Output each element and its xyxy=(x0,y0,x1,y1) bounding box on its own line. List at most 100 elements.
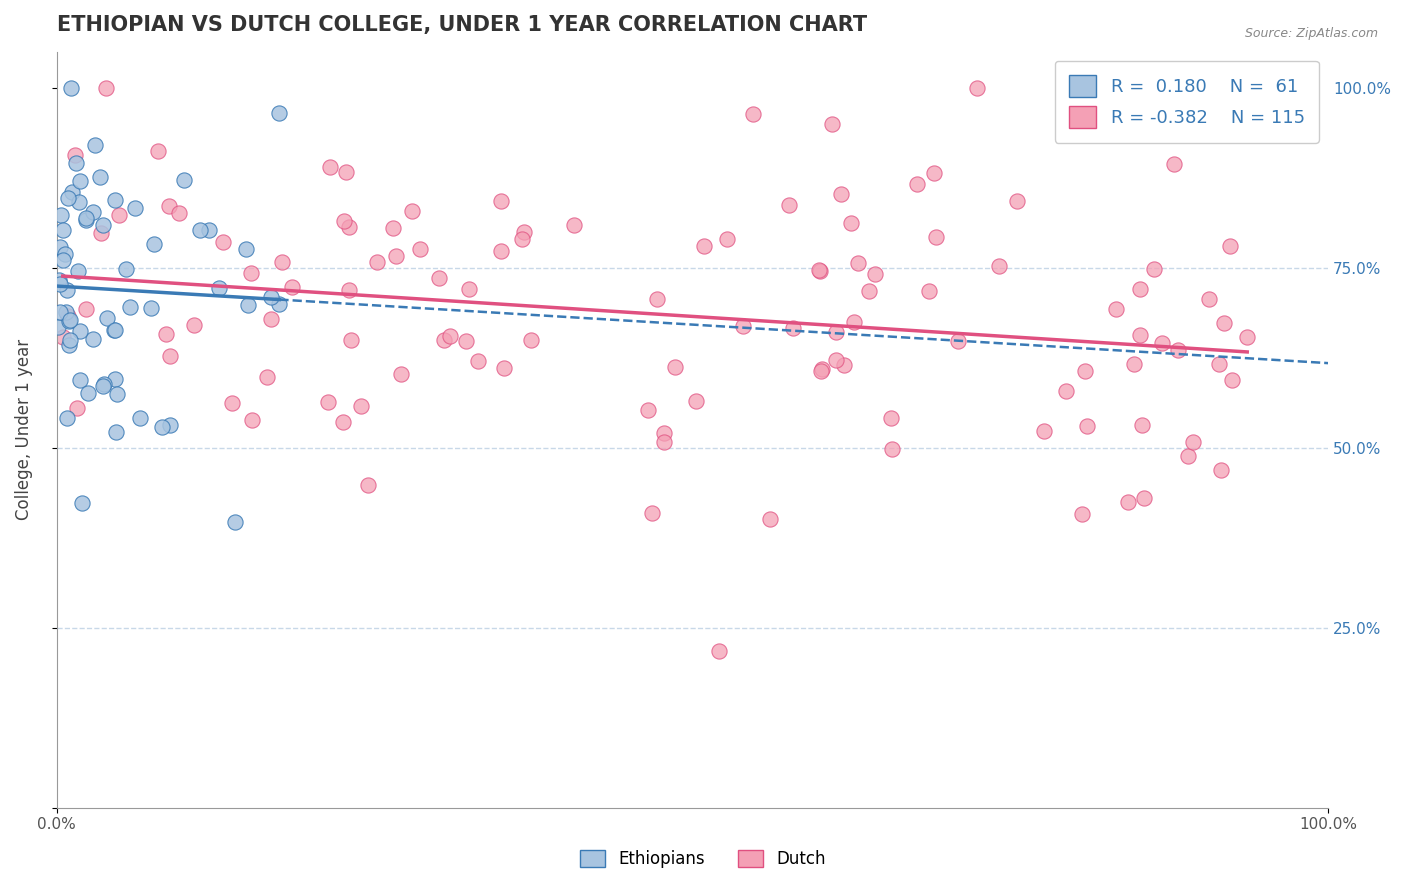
Point xyxy=(858,284,880,298)
Point xyxy=(107,208,129,222)
Point xyxy=(48,305,70,319)
Point xyxy=(489,194,512,209)
Point xyxy=(159,418,181,433)
Point xyxy=(337,220,360,235)
Point xyxy=(281,280,304,294)
Point xyxy=(221,396,243,410)
Point xyxy=(55,305,77,319)
Point xyxy=(104,193,127,207)
Point xyxy=(211,235,233,249)
Point xyxy=(693,239,716,253)
Point xyxy=(96,310,118,325)
Point xyxy=(75,213,97,227)
Point xyxy=(198,223,221,237)
Point xyxy=(922,166,945,180)
Point xyxy=(759,512,782,526)
Point xyxy=(56,283,79,297)
Point xyxy=(640,506,662,520)
Point xyxy=(439,328,461,343)
Point xyxy=(65,147,87,161)
Point xyxy=(389,368,412,382)
Point xyxy=(825,325,848,339)
Y-axis label: College, Under 1 year: College, Under 1 year xyxy=(15,339,32,520)
Point xyxy=(366,255,388,269)
Point xyxy=(562,218,585,232)
Point xyxy=(1219,238,1241,252)
Point xyxy=(59,312,82,326)
Point xyxy=(236,297,259,311)
Point xyxy=(49,208,72,222)
Point xyxy=(208,281,231,295)
Point xyxy=(105,425,128,440)
Point xyxy=(492,360,515,375)
Point xyxy=(335,165,357,179)
Point xyxy=(67,195,90,210)
Point xyxy=(905,177,928,191)
Point xyxy=(1209,462,1232,476)
Point xyxy=(429,271,451,285)
Point xyxy=(1163,157,1185,171)
Point xyxy=(830,187,852,202)
Point xyxy=(467,353,489,368)
Point xyxy=(1105,302,1128,317)
Point xyxy=(409,242,432,256)
Point xyxy=(67,263,90,277)
Point xyxy=(56,309,79,323)
Point xyxy=(401,204,423,219)
Point xyxy=(150,419,173,434)
Point xyxy=(82,205,104,219)
Point xyxy=(51,252,73,267)
Point xyxy=(1198,292,1220,306)
Point xyxy=(143,237,166,252)
Point xyxy=(84,137,107,152)
Point xyxy=(966,80,988,95)
Point xyxy=(69,373,91,387)
Point xyxy=(48,277,70,292)
Point xyxy=(520,333,543,347)
Point xyxy=(103,323,125,337)
Point xyxy=(733,319,755,334)
Point xyxy=(1220,373,1243,387)
Point xyxy=(716,232,738,246)
Point xyxy=(1181,434,1204,449)
Point xyxy=(82,332,104,346)
Point xyxy=(267,106,290,120)
Point xyxy=(1143,261,1166,276)
Point xyxy=(882,442,904,456)
Point xyxy=(652,435,675,450)
Point xyxy=(56,410,79,425)
Point xyxy=(1133,491,1156,505)
Point xyxy=(645,293,668,307)
Point xyxy=(832,358,855,372)
Point xyxy=(52,223,75,237)
Point xyxy=(271,255,294,269)
Point xyxy=(46,320,69,334)
Point xyxy=(1213,316,1236,330)
Point xyxy=(513,225,536,239)
Point xyxy=(260,290,283,304)
Point xyxy=(332,213,354,227)
Point xyxy=(66,401,89,415)
Point xyxy=(1076,419,1098,434)
Point xyxy=(1032,424,1054,438)
Point xyxy=(880,410,903,425)
Point xyxy=(70,496,93,510)
Point xyxy=(340,333,363,347)
Point xyxy=(1005,194,1028,208)
Point xyxy=(839,216,862,230)
Point xyxy=(842,315,865,329)
Point xyxy=(510,232,533,246)
Point xyxy=(93,376,115,391)
Point xyxy=(69,324,91,338)
Point xyxy=(863,268,886,282)
Point xyxy=(58,337,80,351)
Point xyxy=(114,261,136,276)
Point xyxy=(1074,364,1097,378)
Point xyxy=(118,300,141,314)
Point xyxy=(825,352,848,367)
Point xyxy=(337,284,360,298)
Point xyxy=(918,284,941,298)
Text: Source: ZipAtlas.com: Source: ZipAtlas.com xyxy=(1244,27,1378,40)
Point xyxy=(1236,330,1258,344)
Point xyxy=(59,80,82,95)
